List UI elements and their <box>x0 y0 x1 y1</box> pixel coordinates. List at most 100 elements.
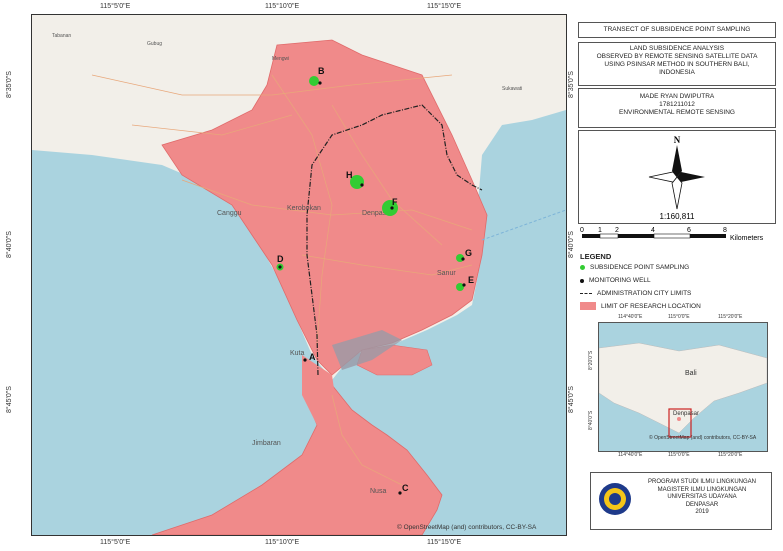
well-e[interactable] <box>462 283 466 287</box>
legend-item-subsidence: SUBSIDENCE POINT SAMPLING <box>580 264 689 271</box>
legend-heading: LEGEND <box>580 252 612 261</box>
place-nusa: Nusa <box>370 488 386 495</box>
point-label-d: D <box>277 254 284 264</box>
well-a[interactable] <box>303 358 307 362</box>
scale-ratio: 1:160,811 <box>660 212 696 221</box>
institution-line-4: DENPASAR <box>685 501 719 508</box>
legend-label-well: MONITORING WELL <box>589 277 651 284</box>
green-dot-icon <box>580 265 585 270</box>
author-id: 1781211012 <box>659 101 695 108</box>
scale-tick-2: 2 <box>615 227 619 234</box>
inset-coord-left-1: 8°20'0"S <box>588 350 594 370</box>
north-arrow-icon: N 1:160,811 <box>648 135 705 221</box>
road-network <box>91 74 473 486</box>
inset-focus-box <box>668 408 692 438</box>
mangrove-area <box>332 330 402 370</box>
point-label-f: F <box>392 197 398 207</box>
inset-canvas: Bali Denpasar © OpenStreetMap (and) cont… <box>599 342 767 441</box>
scale-tick-4: 4 <box>651 227 655 234</box>
institution-line-3: UNIVERSITAS UDAYANA <box>667 494 737 500</box>
scale-tick-0: 0 <box>580 227 584 234</box>
author-course: ENVIRONMENTAL REMOTE SENSING <box>619 109 735 116</box>
coord-right-3: 8°45'0"S <box>568 386 575 413</box>
institution-block: PROGRAM STUDI ILMU LINGKUNGAN MAGISTER I… <box>590 472 772 530</box>
author-name: MADE RYAN DWIPUTRA <box>639 93 715 100</box>
point-label-h: H <box>346 170 353 180</box>
subtitle-line-4: INDONESIA <box>659 69 695 76</box>
inset-bali-island <box>599 342 767 434</box>
legend-label-admin: ADMINISTRATION CITY LIMITS <box>597 290 692 297</box>
well-b[interactable] <box>318 81 322 85</box>
subsidence-point-b[interactable] <box>309 76 319 86</box>
map-attribution: © OpenStreetMap (and) contributors, CC-B… <box>397 523 537 531</box>
coord-top-3: 115°15'0"E <box>427 3 462 10</box>
legend-label-research: LIMIT OF RESEARCH LOCATION <box>601 302 701 310</box>
scale-bar: 0 1 2 4 6 8 Kilometers <box>580 227 764 242</box>
place-canggu: Canggu <box>217 210 242 217</box>
research-area-south <box>151 384 443 535</box>
inset-coord-top-1: 114°40'0"E <box>618 314 643 320</box>
point-label-b: B <box>318 66 325 76</box>
place-kuta: Kuta <box>290 350 305 357</box>
map-title: TRANSECT OF SUBSIDENCE POINT SAMPLING <box>578 22 776 38</box>
institution-line-5: 2019 <box>695 509 709 515</box>
map-subtitle: LAND SUBSIDENCE ANALYSIS OBSERVED BY REM… <box>578 42 776 86</box>
inset-coord-bottom-2: 115°0'0"E <box>668 452 690 458</box>
inset-coord-bottom-3: 115°20'0"E <box>718 452 743 458</box>
inset-map[interactable]: Bali Denpasar © OpenStreetMap (and) cont… <box>598 322 768 452</box>
inset-coord-bottom-1: 114°40'0"E <box>618 452 643 458</box>
coord-top-1: 115°5'0"E <box>100 3 131 10</box>
well-g[interactable] <box>461 257 465 261</box>
well-f[interactable] <box>390 206 394 210</box>
place-kerobokan: Kerobokan <box>287 205 321 212</box>
coord-bottom-2: 115°10'0"E <box>265 539 300 546</box>
point-label-c: C <box>402 483 409 493</box>
author-block: MADE RYAN DWIPUTRA 1781211012 ENVIRONMEN… <box>578 88 776 128</box>
research-area-isthmus <box>302 355 337 425</box>
dashed-line-icon <box>580 293 592 294</box>
subtitle-line-1: LAND SUBSIDENCE ANALYSIS <box>629 45 725 52</box>
map-canvas: Canggu Kerobokan Denpasar Sanur Kuta Jim… <box>32 15 566 535</box>
monitoring-wells <box>278 81 466 495</box>
north-arrow-panel: N 1:160,811 <box>578 130 776 224</box>
point-label-e: E <box>468 275 474 285</box>
scale-unit: Kilometers <box>730 235 764 242</box>
north-letter: N <box>674 135 681 145</box>
point-label-a: A <box>309 352 316 362</box>
place-gubug: Gubug <box>147 41 162 47</box>
subtitle-line-3: USING PSINSAR METHOD IN SOUTHERN BALI, <box>604 61 750 68</box>
university-logo-icon <box>599 483 631 515</box>
legend-item-well: MONITORING WELL <box>580 277 651 284</box>
place-sanur: Sanur <box>437 270 456 277</box>
inset-coord-top-3: 115°20'0"E <box>718 314 743 320</box>
subsidence-point-f[interactable] <box>382 200 398 216</box>
coord-left-2: 8°40'0"S <box>6 231 13 258</box>
well-h[interactable] <box>360 183 364 187</box>
scale-tick-1: 1 <box>598 227 602 234</box>
point-label-g: G <box>465 248 472 258</box>
place-sukawati: Sukawati <box>502 86 522 92</box>
well-d[interactable] <box>278 265 282 269</box>
legend-item-research: LIMIT OF RESEARCH LOCATION <box>580 302 701 310</box>
coord-bottom-1: 115°5'0"E <box>100 539 131 546</box>
inset-attribution: © OpenStreetMap (and) contributors, CC-B… <box>649 434 757 441</box>
legend-label-subsidence: SUBSIDENCE POINT SAMPLING <box>590 264 690 271</box>
subtitle-line-2: OBSERVED BY REMOTE SENSING SATELLITE DAT… <box>596 53 758 60</box>
place-denpasar: Denpasar <box>362 210 393 217</box>
legend-item-admin: ADMINISTRATION CITY LIMITS <box>580 290 691 297</box>
coord-right-1: 8°35'0"S <box>568 71 575 98</box>
inset-coord-left-2: 8°40'0"S <box>588 410 594 430</box>
inset-coord-top-2: 115°0'0"E <box>668 314 690 320</box>
scale-tick-8: 8 <box>723 227 727 234</box>
main-map[interactable]: Canggu Kerobokan Denpasar Sanur Kuta Jim… <box>31 14 567 536</box>
coord-left-3: 8°45'0"S <box>6 386 13 413</box>
well-c[interactable] <box>398 491 402 495</box>
institution-line-2: MAGISTER ILMU LINGKUNGAN <box>657 486 747 493</box>
coord-right-2: 8°40'0"S <box>568 231 575 258</box>
subsidence-point-e[interactable] <box>456 283 464 291</box>
inset-label-bali: Bali <box>685 370 697 377</box>
coord-left-1: 8°35'0"S <box>6 71 13 98</box>
place-mengwi: Mengwi <box>272 56 289 62</box>
scale-tick-6: 6 <box>687 227 691 234</box>
place-tabanan: Tabanan <box>52 33 71 39</box>
